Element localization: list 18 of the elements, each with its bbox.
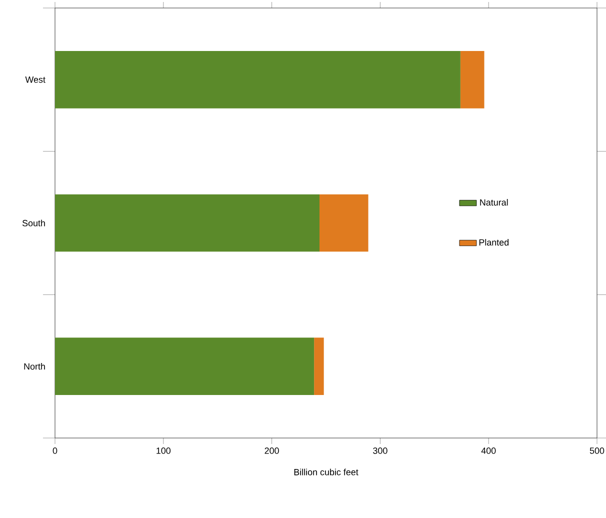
y-tick-label: South (22, 220, 45, 226)
bar (314, 338, 324, 395)
y-tick-label: North (24, 363, 45, 370)
bar (55, 194, 320, 252)
bar (319, 194, 368, 252)
legend-label: Planted (479, 238, 508, 246)
bar (55, 50, 460, 108)
bar (460, 50, 484, 108)
x-tick-label: 300 (373, 448, 388, 454)
x-tick-label: 0 (52, 448, 58, 454)
y-tick-label: West (25, 76, 46, 83)
bar (55, 338, 314, 395)
x-tick-label: 200 (264, 448, 279, 454)
legend-label: Natural (480, 199, 508, 206)
x-tick-label: 100 (156, 448, 171, 454)
x-tick-label: 500 (590, 448, 604, 454)
x-tick-label: 400 (481, 448, 496, 454)
x-axis-title: Billion cubic feet (294, 468, 358, 476)
